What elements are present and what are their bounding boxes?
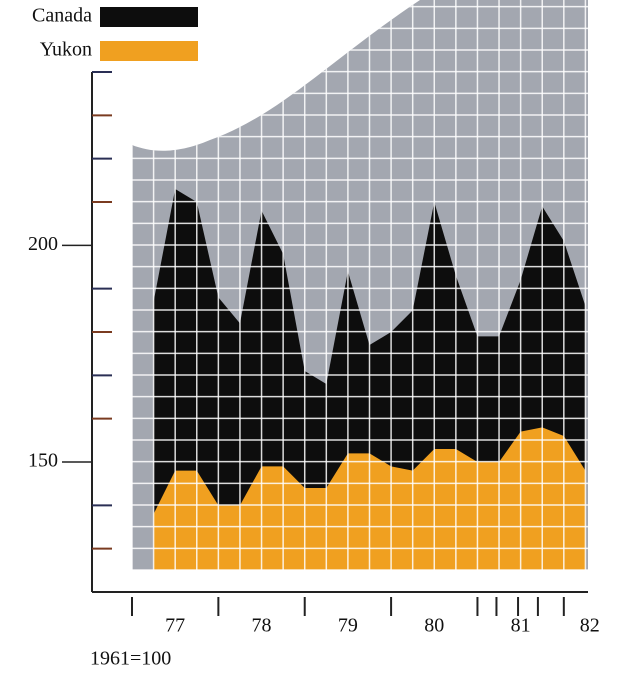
- x-tick-label: 79: [338, 615, 358, 637]
- legend-swatch: [100, 7, 198, 27]
- legend-label: Yukon: [40, 39, 92, 61]
- x-tick-label: 80: [424, 615, 444, 637]
- plot-area: [132, 0, 588, 570]
- x-tick-label: 77: [165, 615, 185, 637]
- x-tick-label: 82: [580, 615, 600, 637]
- legend-swatch: [100, 41, 198, 61]
- x-tick-label: 78: [252, 615, 272, 637]
- y-tick-label: 200: [28, 233, 58, 255]
- legend-label: Canada: [32, 5, 92, 27]
- footnote: 1961=100: [90, 648, 171, 670]
- x-tick-label: 81: [511, 615, 531, 637]
- y-tick-label: 150: [28, 450, 58, 472]
